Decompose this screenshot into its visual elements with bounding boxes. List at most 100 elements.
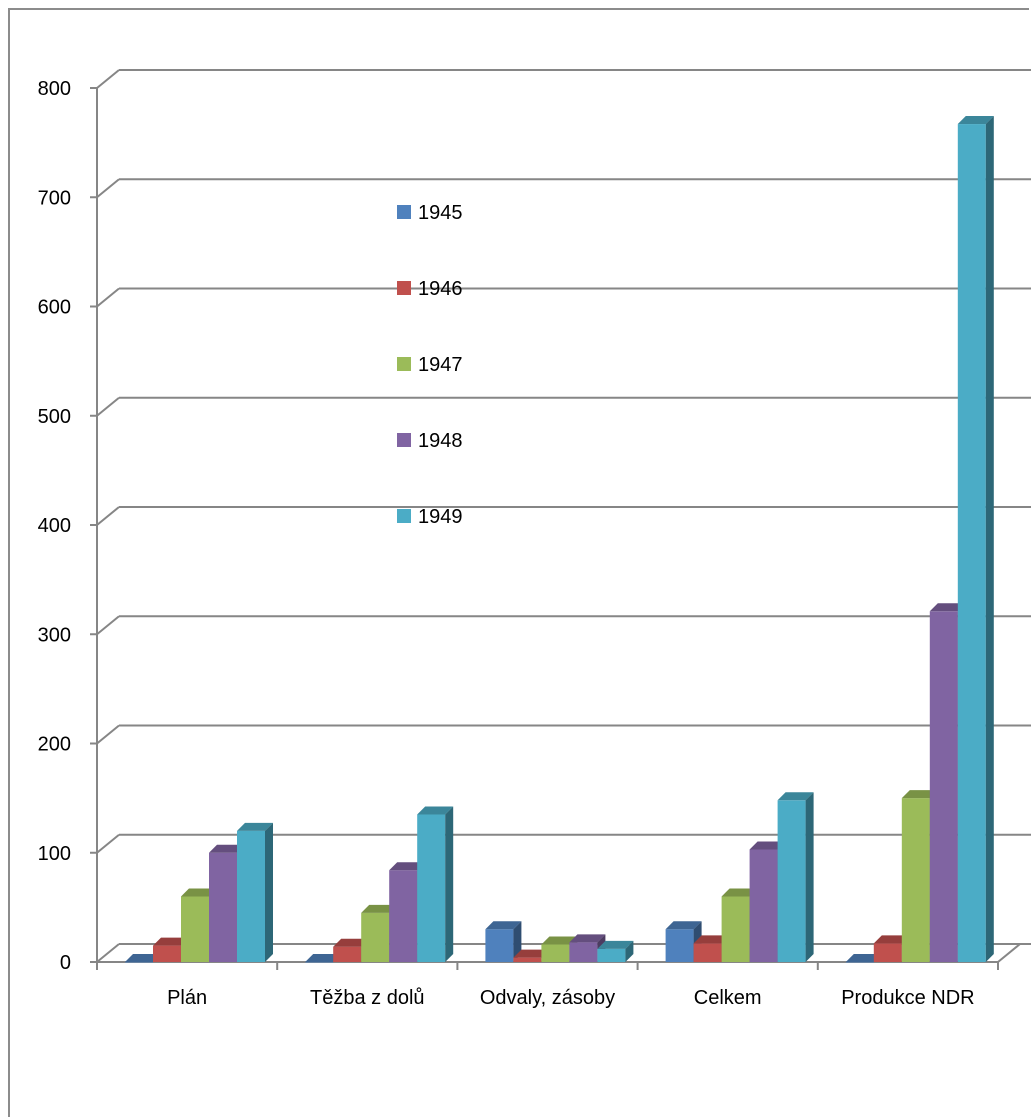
- gridline-diagonal: [96, 943, 120, 963]
- bar-front: [541, 944, 570, 962]
- x-tick-label: Těžba z dolů: [310, 987, 425, 1009]
- bars: [125, 116, 994, 963]
- gridline-diagonal: [96, 506, 120, 526]
- bar-front: [957, 124, 986, 963]
- bar-front: [873, 943, 902, 962]
- bar-top: [929, 603, 966, 612]
- bar-side: [805, 792, 814, 962]
- bar-front: [125, 962, 153, 963]
- legend-swatch: [397, 357, 411, 371]
- bar-front: [777, 800, 806, 962]
- y-tick-label: 0: [60, 952, 71, 974]
- bar-front: [389, 870, 418, 962]
- bar-top: [125, 954, 161, 962]
- bar-side: [445, 806, 454, 962]
- y-tick-label: 100: [38, 843, 71, 865]
- bar: [237, 822, 273, 962]
- bar-top: [597, 940, 634, 949]
- x-tick-label: Celkem: [694, 987, 762, 1009]
- y-tick-label: 200: [38, 734, 71, 756]
- bar-top: [237, 822, 273, 831]
- bar: [417, 806, 454, 962]
- bar-top: [541, 936, 578, 945]
- bar-top: [333, 938, 370, 947]
- bar: [181, 888, 217, 962]
- bar-side: [625, 940, 634, 962]
- x-tick-label: Plán: [167, 987, 207, 1009]
- legend-swatch: [397, 433, 411, 447]
- bar: [485, 921, 522, 962]
- bar-front: [305, 962, 334, 963]
- bar-front: [333, 946, 362, 962]
- bar: [597, 940, 634, 962]
- bar-top: [305, 954, 342, 962]
- legend-swatch: [397, 281, 411, 295]
- y-tick-label: 600: [38, 297, 71, 319]
- gridline-diagonal: [96, 724, 120, 745]
- bar-top: [181, 888, 217, 897]
- bar-top: [153, 937, 189, 946]
- legend-swatch: [397, 509, 411, 523]
- axes: [90, 87, 1021, 970]
- gridline-diagonal: [96, 615, 120, 636]
- bar-front: [181, 896, 209, 962]
- bar-top: [485, 921, 522, 930]
- legend-label: 1949: [418, 506, 463, 528]
- bar-front: [665, 929, 694, 962]
- bar-top: [845, 954, 882, 962]
- bar-front: [569, 942, 598, 962]
- bar-front: [485, 929, 514, 962]
- bar-front: [361, 912, 390, 962]
- legend-swatch: [397, 205, 411, 219]
- bar-top: [721, 888, 758, 897]
- bar-side: [265, 822, 273, 962]
- y-tick-label: 500: [38, 406, 71, 428]
- bar-front: [153, 945, 181, 962]
- bar-front: [237, 830, 265, 962]
- bar-front: [845, 962, 874, 963]
- gridline-diagonal: [96, 69, 120, 89]
- y-tick-label: 400: [38, 515, 71, 537]
- bar-front: [749, 849, 778, 962]
- bar-top: [693, 935, 730, 944]
- bar: [845, 954, 882, 963]
- gridline-diagonal: [96, 178, 120, 199]
- legend-label: 1946: [418, 278, 463, 300]
- bar-top: [569, 934, 606, 943]
- bar-front: [209, 852, 237, 962]
- legend-label: 1945: [418, 202, 463, 224]
- bar-top: [389, 862, 426, 871]
- bar-front: [929, 611, 958, 962]
- bar: [777, 792, 814, 962]
- bar-top: [777, 792, 814, 801]
- gridlines: [96, 69, 1031, 963]
- bar-top: [665, 921, 702, 930]
- bar-top: [901, 790, 938, 799]
- bar-front: [597, 948, 626, 962]
- axis-labels: 0 100 200 300 400 500 600 700 800 Plán Těžba z dol…: [38, 78, 975, 1009]
- y-tick-label: 700: [38, 187, 71, 209]
- bar-front: [417, 814, 446, 962]
- bar-top: [957, 116, 994, 125]
- x-tick-label: Odvaly, zásoby: [480, 987, 615, 1009]
- bar-top: [361, 904, 398, 913]
- x-axis-depth-line: [997, 943, 1021, 963]
- y-tick-label: 800: [38, 78, 71, 100]
- y-tick-label: 300: [38, 624, 71, 646]
- gridline-diagonal: [96, 287, 120, 308]
- bar-top: [513, 949, 550, 958]
- gridline-diagonal: [96, 833, 120, 854]
- bar: [957, 116, 994, 963]
- legend: 1945 1946 1947 1948 1949: [397, 202, 463, 528]
- bar-front: [721, 896, 750, 962]
- legend-label: 1947: [418, 354, 463, 376]
- bar: [125, 954, 161, 963]
- bar-front: [693, 943, 722, 962]
- bar-top: [417, 806, 454, 815]
- gridline-diagonal: [96, 396, 120, 417]
- bar-top: [873, 935, 910, 944]
- x-tick-label: Produkce NDR: [841, 987, 974, 1009]
- legend-label: 1948: [418, 430, 463, 452]
- bar-top: [209, 844, 245, 853]
